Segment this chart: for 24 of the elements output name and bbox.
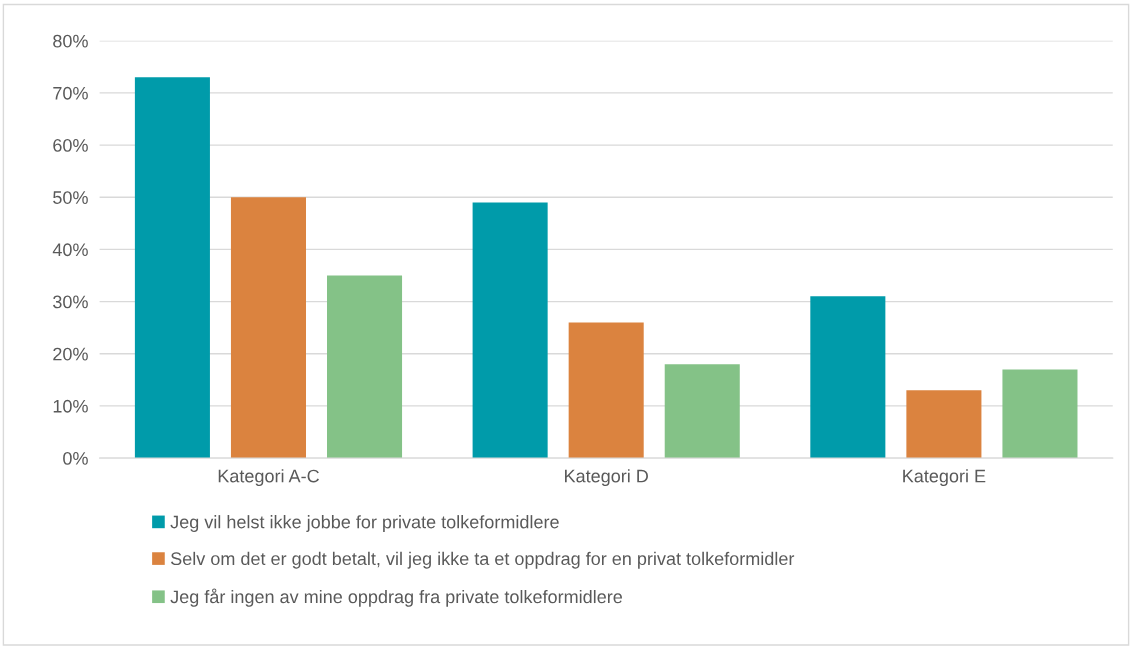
bar (1002, 369, 1078, 459)
y-tick-label: 30% (53, 295, 88, 309)
legend-label: Selv om det er godt betalt, vil jeg ikke ta et oppdrag for en privat tolkeformidler (170, 551, 795, 569)
y-tick-label: 80% (53, 34, 88, 48)
bar (810, 296, 886, 459)
y-tick-label: 10% (53, 399, 88, 413)
legend-label: Jeg får ingen av mine oppdrag fra private tolkeformidlere (170, 588, 622, 607)
bar (327, 275, 403, 459)
legend-label: Jeg vil helst ikke jobbe for private tolkeformidlere (170, 515, 559, 532)
y-tick-label: 60% (53, 139, 88, 152)
bar (568, 322, 644, 459)
y-tick-label: 40% (52, 243, 88, 257)
x-tick-label: Kategori E (903, 469, 986, 487)
y-tick-label: 70% (53, 86, 88, 100)
bar (472, 202, 548, 459)
bar (230, 197, 306, 459)
x-tick-label: Kategori D (565, 469, 648, 487)
x-tick-label: Kategori A-C (218, 469, 319, 487)
bar (906, 390, 982, 459)
bar (664, 364, 740, 459)
y-tick-label: 0% (63, 452, 88, 465)
y-tick-label: 50% (53, 191, 88, 204)
bar (134, 77, 210, 459)
y-tick-label: 20% (53, 347, 88, 361)
